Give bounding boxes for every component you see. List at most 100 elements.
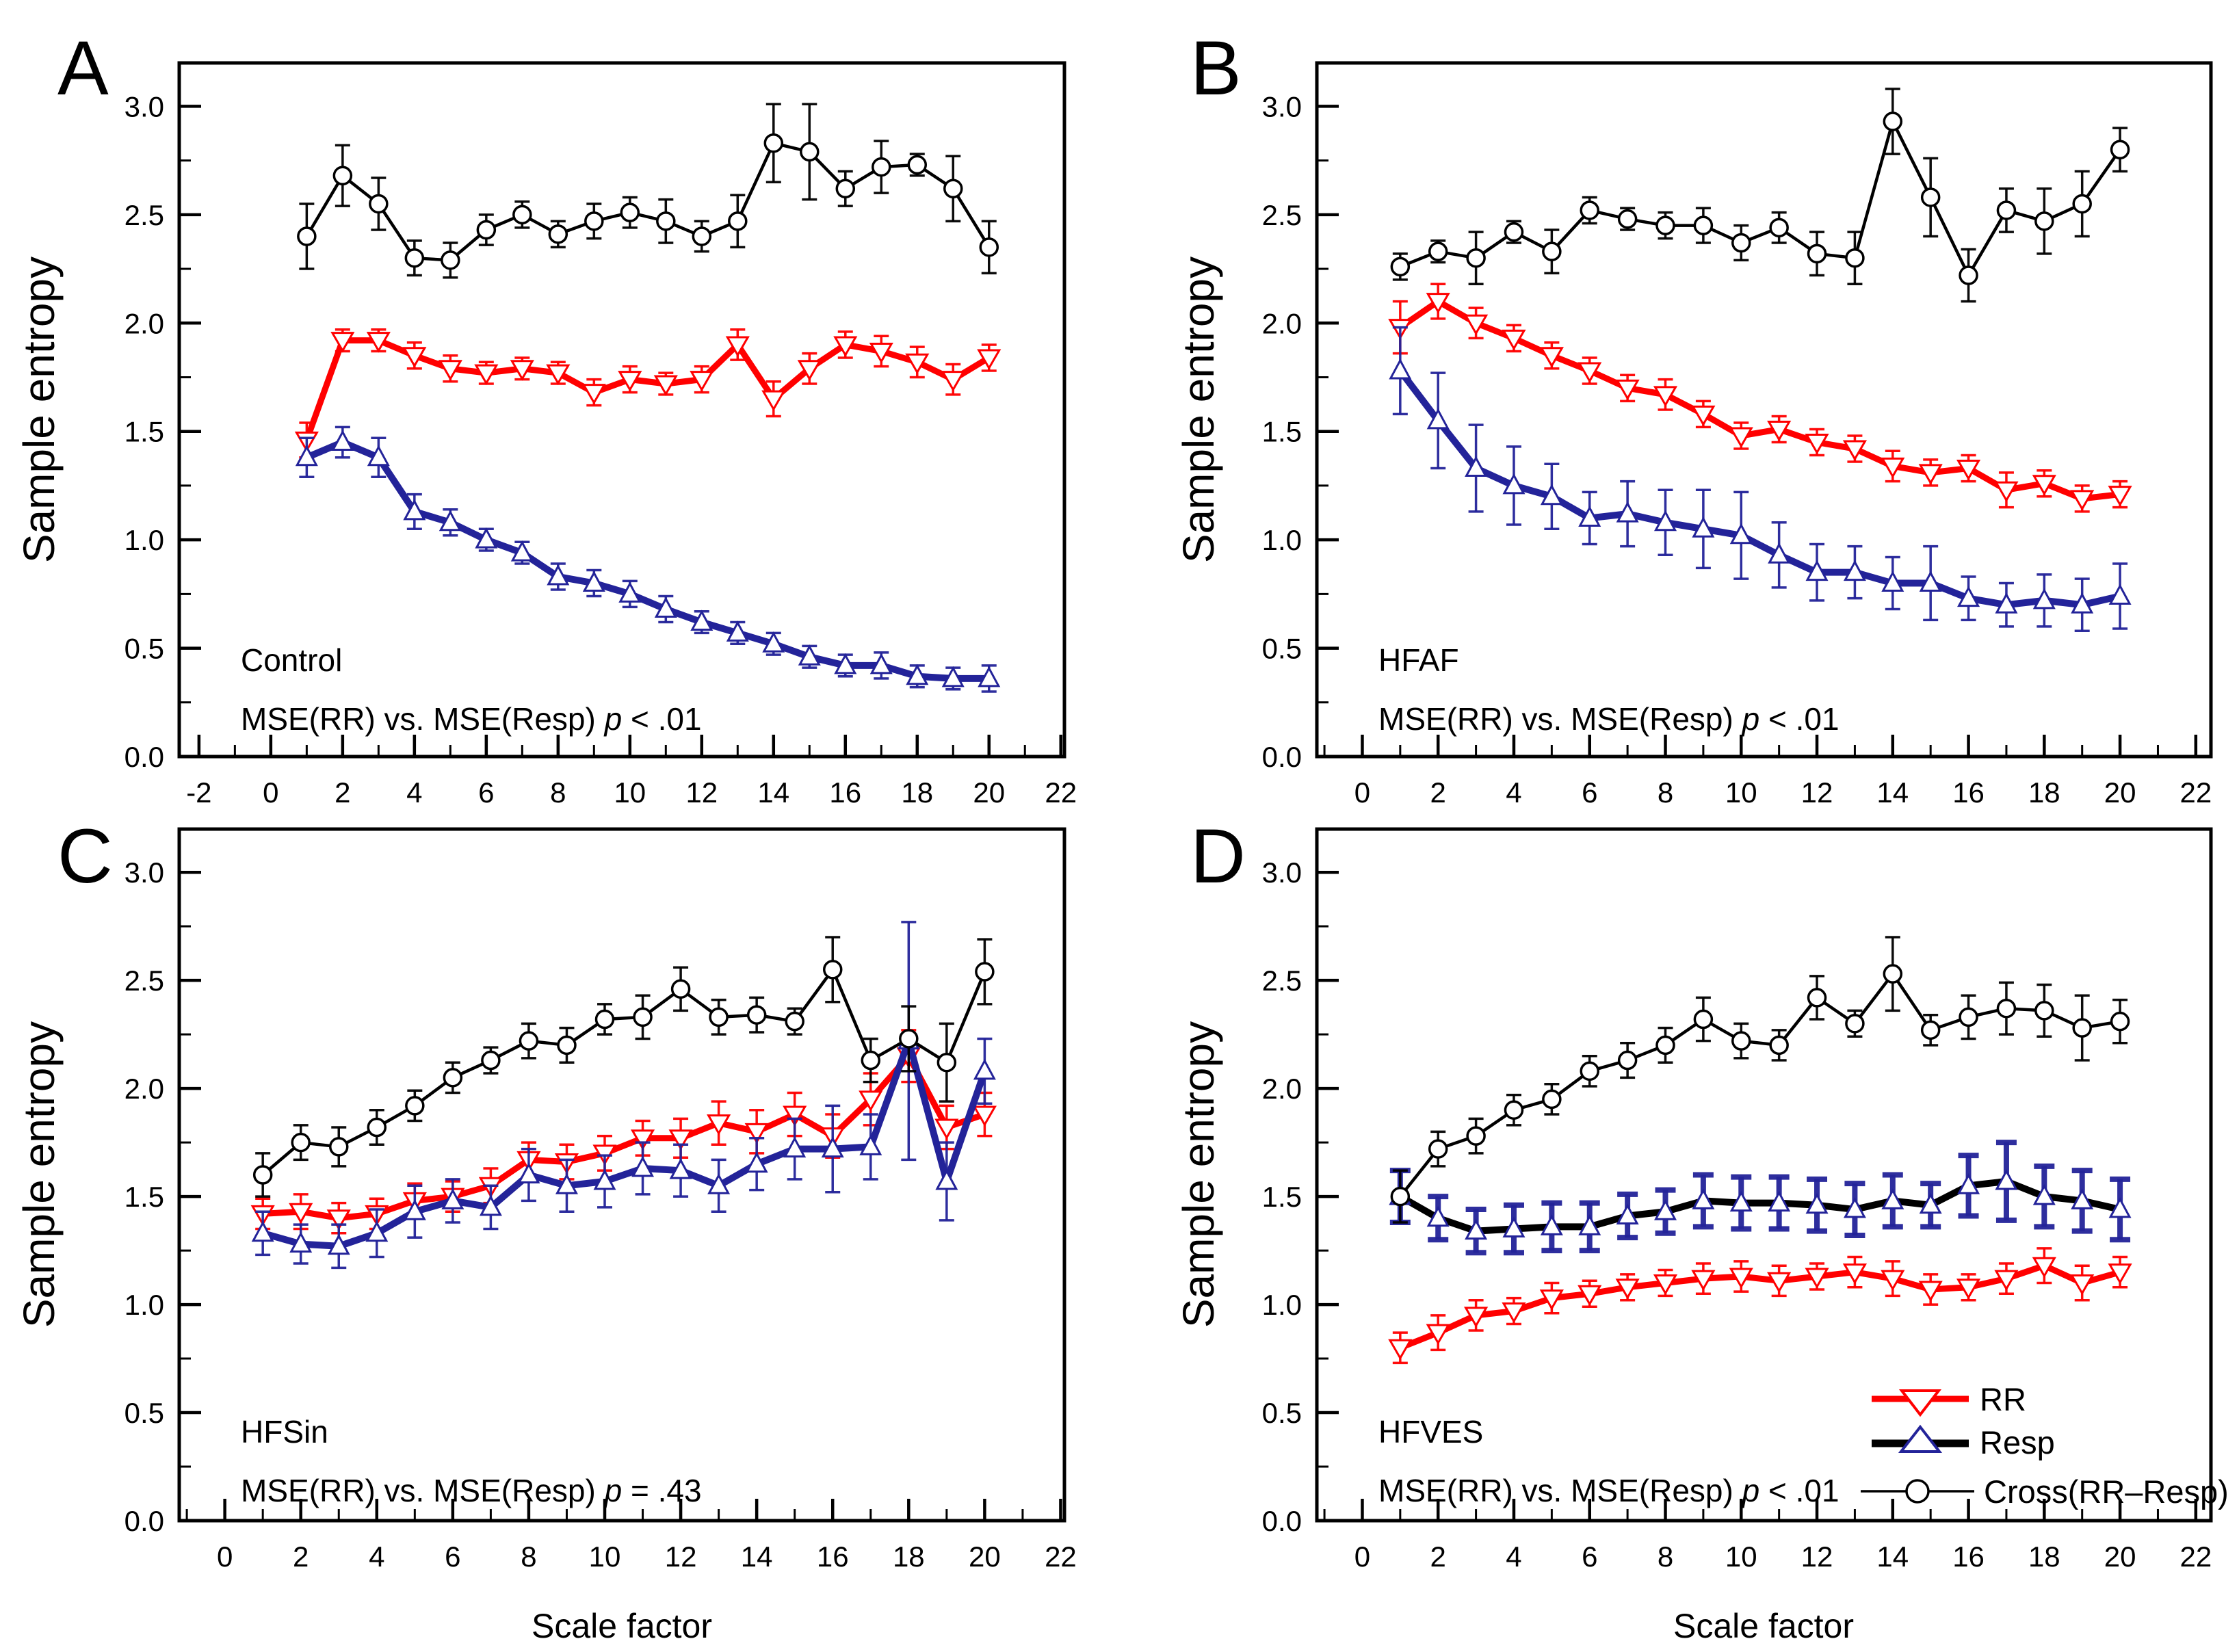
triangle-down-marker bbox=[1388, 1339, 1413, 1361]
triangle-up-marker bbox=[906, 664, 929, 685]
y-tick-label: 0.5 bbox=[1262, 1397, 1302, 1429]
x-tick-label: 22 bbox=[1045, 776, 1077, 809]
x-tick-label: 22 bbox=[1045, 1540, 1077, 1573]
x-tick-label: 20 bbox=[969, 1540, 1001, 1573]
triangle-down-marker bbox=[630, 1129, 655, 1151]
y-tick-label: 2.5 bbox=[1262, 199, 1302, 231]
panel-letter-d: D bbox=[1190, 813, 1246, 899]
x-tick-label: 6 bbox=[478, 776, 494, 809]
triangle-down-marker bbox=[402, 347, 427, 368]
circle-marker bbox=[557, 1035, 577, 1056]
plot-box bbox=[1315, 827, 2213, 1523]
triangle-up-marker bbox=[1805, 1192, 1829, 1214]
triangle-up-marker bbox=[631, 1155, 655, 1177]
circle-marker bbox=[512, 205, 532, 225]
series-rr bbox=[250, 1029, 997, 1235]
circle-marker bbox=[1504, 222, 1524, 242]
triangle-up-marker bbox=[618, 581, 642, 603]
triangle-down-marker bbox=[1918, 1281, 1943, 1302]
triangle-up-marker bbox=[1729, 523, 1753, 545]
series-line bbox=[305, 438, 989, 682]
series-rr bbox=[1388, 1247, 2132, 1365]
y-axis-title-a: Sample entropy bbox=[14, 256, 64, 564]
circle-marker bbox=[1883, 964, 1903, 984]
triangle-up-marker bbox=[510, 540, 534, 562]
circle-marker bbox=[709, 1007, 729, 1027]
circle-marker bbox=[800, 142, 820, 162]
triangle-down-marker bbox=[1842, 1263, 1868, 1285]
x-tick-label: 20 bbox=[2104, 1540, 2136, 1573]
circle-marker bbox=[1883, 112, 1903, 131]
circle-marker bbox=[937, 1052, 957, 1073]
x-tick-label: 12 bbox=[685, 776, 718, 809]
y-tick-label: 1.5 bbox=[1262, 1181, 1302, 1213]
triangle-up-marker bbox=[475, 527, 498, 549]
x-axis-title-c: Scale factor bbox=[531, 1607, 713, 1645]
circle-marker bbox=[2110, 1011, 2130, 1032]
triangle-down-marker bbox=[1805, 434, 1829, 455]
triangle-down-marker bbox=[690, 371, 714, 392]
triangle-up-marker bbox=[1995, 1168, 2018, 1190]
circle-marker bbox=[872, 157, 891, 177]
triangle-up-marker bbox=[2032, 588, 2056, 609]
x-tick-label: 16 bbox=[817, 1540, 849, 1573]
triangle-up-marker bbox=[1843, 560, 1866, 581]
x-tick-label: 12 bbox=[1801, 1540, 1833, 1573]
triangle-up-marker bbox=[1616, 1203, 1639, 1225]
circle-marker bbox=[1542, 241, 1562, 261]
triangle-up-marker bbox=[1578, 1214, 1601, 1235]
cross-legend-marker-icon bbox=[1861, 1479, 1974, 1504]
x-tick-label: 8 bbox=[521, 1540, 536, 1573]
y-tick-label: 2.5 bbox=[125, 199, 164, 231]
circle-marker bbox=[1428, 241, 1448, 261]
triangle-up-marker bbox=[1919, 1192, 1942, 1214]
x-tick-label: 22 bbox=[2179, 1540, 2212, 1573]
axis-ticks: 0 2 4 6 8 10 12 14 16 18 20 22 0.0 0.5 1.0 1.5 2.0 2.5 3.0 bbox=[125, 856, 1077, 1573]
triangle-down-marker bbox=[1881, 457, 1905, 479]
circle-marker bbox=[728, 211, 748, 231]
circle-marker bbox=[633, 1007, 653, 1027]
circle-marker bbox=[656, 211, 676, 231]
circle-marker bbox=[1769, 218, 1789, 238]
triangle-down-marker bbox=[972, 1105, 997, 1127]
circle-marker bbox=[291, 1132, 311, 1153]
series-resp bbox=[1389, 1140, 2132, 1256]
axis-ticks: 0 2 4 6 8 10 12 14 16 18 20 22 0.0 0.5 1.0 1.5 2.0 2.5 3.0 bbox=[1262, 856, 2212, 1573]
y-tick-label: 3.0 bbox=[125, 90, 164, 122]
triangle-up-marker bbox=[441, 1188, 464, 1209]
triangle-up-marker bbox=[1426, 408, 1450, 430]
x-tick-label: 8 bbox=[550, 776, 566, 809]
circle-marker bbox=[1617, 1050, 1638, 1071]
triangle-down-marker bbox=[783, 1105, 807, 1127]
triangle-up-marker bbox=[479, 1194, 502, 1216]
circle-marker bbox=[835, 179, 856, 199]
resp-legend-marker-icon bbox=[1872, 1424, 1969, 1453]
circle-marker bbox=[548, 224, 568, 244]
x-tick-label: 6 bbox=[445, 1540, 460, 1573]
x-tick-label: 2 bbox=[1430, 776, 1446, 809]
x-tick-label: 2 bbox=[335, 776, 350, 809]
triangle-down-marker bbox=[707, 1114, 731, 1136]
panel-c: 0 2 4 6 8 10 12 14 16 18 20 22 0.0 0.5 1.0 1.5 2.0 2.5 3.0 bbox=[125, 827, 1077, 1573]
y-tick-label: 1.0 bbox=[1262, 1289, 1302, 1321]
triangle-down-marker bbox=[1994, 481, 2019, 503]
circle-marker bbox=[899, 1029, 919, 1049]
plot-box bbox=[177, 827, 1066, 1523]
triangle-down-marker bbox=[1691, 1270, 1716, 1292]
triangle-up-marker bbox=[517, 1162, 540, 1183]
triangle-up-marker bbox=[2032, 1183, 2056, 1205]
triangle-down-marker bbox=[869, 342, 893, 364]
annotation-sig-c: MSE(RR) vs. MSE(Resp) p = .43 bbox=[241, 1472, 702, 1509]
annotation-sig-b: MSE(RR) vs. MSE(Resp) p < .01 bbox=[1378, 700, 1839, 737]
circle-marker bbox=[329, 1137, 349, 1157]
triangle-up-marker bbox=[438, 510, 462, 532]
sig-tail: < .01 bbox=[1759, 701, 1839, 737]
circle-marker bbox=[2034, 211, 2054, 231]
x-tick-label: 4 bbox=[1506, 776, 1521, 809]
legend-item-rr: RR bbox=[1869, 1377, 2026, 1421]
circle-marker bbox=[2034, 1001, 2054, 1021]
annotation-group-d: HFVES bbox=[1378, 1414, 1484, 1450]
triangle-up-marker bbox=[2108, 584, 2132, 605]
circle-marker bbox=[861, 1050, 881, 1071]
circle-marker bbox=[1845, 1014, 1865, 1034]
